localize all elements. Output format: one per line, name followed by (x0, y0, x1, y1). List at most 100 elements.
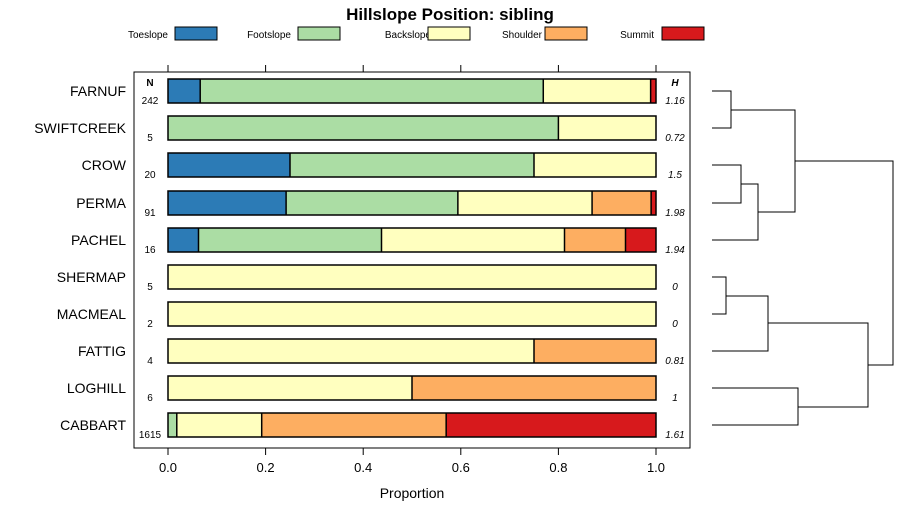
bar-segment (650, 79, 656, 103)
bar-segment (168, 413, 177, 437)
entropy-label: 1 (672, 393, 678, 404)
bar-segment (625, 228, 656, 252)
bar-segment (168, 79, 201, 103)
sample-size-label: 1615 (139, 430, 162, 441)
category-label: PACHEL (71, 232, 126, 248)
bar-segment (534, 153, 656, 177)
category-label: LOGHILL (67, 380, 126, 396)
bar-outline (167, 412, 657, 438)
n-header: N (146, 78, 153, 89)
bar-segment (457, 191, 593, 215)
sample-size-label: 91 (144, 208, 156, 219)
bar-outline (167, 301, 657, 327)
bar-segment (198, 228, 382, 252)
bar-segment (290, 153, 534, 177)
entropy-label: 1.16 (665, 96, 685, 107)
sample-size-label: 16 (144, 245, 156, 256)
category-label: CROW (82, 157, 127, 173)
entropy-label: 0.72 (665, 133, 685, 144)
bar-segment (381, 228, 565, 252)
dendrogram (712, 90, 894, 426)
legend-label: Summit (620, 30, 654, 41)
chart-title: Hillslope Position: sibling (346, 5, 554, 24)
legend: Toeslope Footslope Backslope Shoulder Summit (128, 26, 705, 41)
bar-outline (167, 375, 657, 401)
bar-segment (651, 191, 656, 215)
bar-outline (167, 190, 657, 216)
dendrogram-branch (712, 164, 742, 204)
bar-segment (168, 153, 290, 177)
legend-label: Footslope (247, 30, 291, 41)
dendrogram-branch (712, 183, 759, 241)
bar-outline (167, 78, 657, 104)
bar-segment (412, 376, 656, 400)
bar-segment (168, 265, 656, 289)
legend-swatch (174, 26, 218, 41)
legend-swatch (297, 26, 341, 41)
x-tick-label: 0.2 (257, 460, 275, 475)
entropy-label: 1.61 (665, 430, 684, 441)
category-label: PERMA (76, 195, 126, 211)
bar-segment (534, 339, 656, 363)
legend-label: Toeslope (128, 30, 168, 41)
sample-size-label: 4 (147, 356, 153, 367)
bar-segment (446, 413, 656, 437)
bar-segment (168, 339, 534, 363)
category-label: SHERMAP (57, 269, 126, 285)
x-tick-label: 0.6 (452, 460, 470, 475)
dendrogram-branch (768, 322, 869, 408)
bar-segment (168, 191, 287, 215)
bar-outline (167, 152, 657, 178)
bar-segment (168, 302, 656, 326)
sample-size-label: 5 (147, 133, 153, 144)
h-header: H (671, 78, 679, 89)
category-label: MACMEAL (57, 306, 126, 322)
dendrogram-branch (712, 90, 732, 129)
x-tick-label: 0.8 (549, 460, 567, 475)
legend-label: Shoulder (502, 30, 543, 41)
sample-size-label: 6 (147, 393, 153, 404)
category-label: SWIFTCREEK (34, 120, 126, 136)
legend-swatch (427, 26, 471, 41)
bar-segment (176, 413, 262, 437)
sample-size-label: 2 (147, 319, 153, 330)
legend-swatch (544, 26, 588, 41)
category-label: FARNUF (70, 83, 126, 99)
bar-outline (167, 338, 657, 364)
x-tick-label: 0.0 (159, 460, 177, 475)
bar-outline (167, 227, 657, 253)
x-tick-label: 0.4 (354, 460, 372, 475)
dendrogram-branch (712, 276, 727, 315)
dendrogram-branch (712, 295, 769, 352)
dendrogram-branch (712, 387, 799, 426)
bar-segment (543, 79, 651, 103)
legend-swatch (661, 26, 705, 41)
category-label: CABBART (60, 417, 126, 433)
dendrogram-branch (795, 160, 894, 366)
bar-segment (286, 191, 458, 215)
entropy-label: 1.94 (665, 245, 685, 256)
bar-segment (168, 376, 412, 400)
bar-segment (564, 228, 626, 252)
entropy-label: 1.5 (668, 170, 682, 181)
legend-label: Backslope (385, 30, 432, 41)
bar-segment (558, 116, 656, 140)
sample-size-label: 20 (144, 170, 156, 181)
bar-segment (168, 116, 559, 140)
x-axis-title: Proportion (380, 485, 445, 501)
bar-outline (167, 264, 657, 290)
x-axis: 0.0 0.2 0.4 0.6 0.8 1.0 (159, 65, 665, 475)
entropy-label: 1.98 (665, 208, 685, 219)
entropy-label: 0 (672, 319, 678, 330)
sample-size-label: 5 (147, 282, 153, 293)
bar-segment (168, 228, 199, 252)
entropy-label: 0.81 (665, 356, 684, 367)
bar-segment (592, 191, 652, 215)
category-label: FATTIG (78, 343, 126, 359)
entropy-label: 0 (672, 282, 678, 293)
plot-frame (133, 71, 691, 449)
x-tick-label: 1.0 (647, 460, 665, 475)
bar-segment (261, 413, 447, 437)
